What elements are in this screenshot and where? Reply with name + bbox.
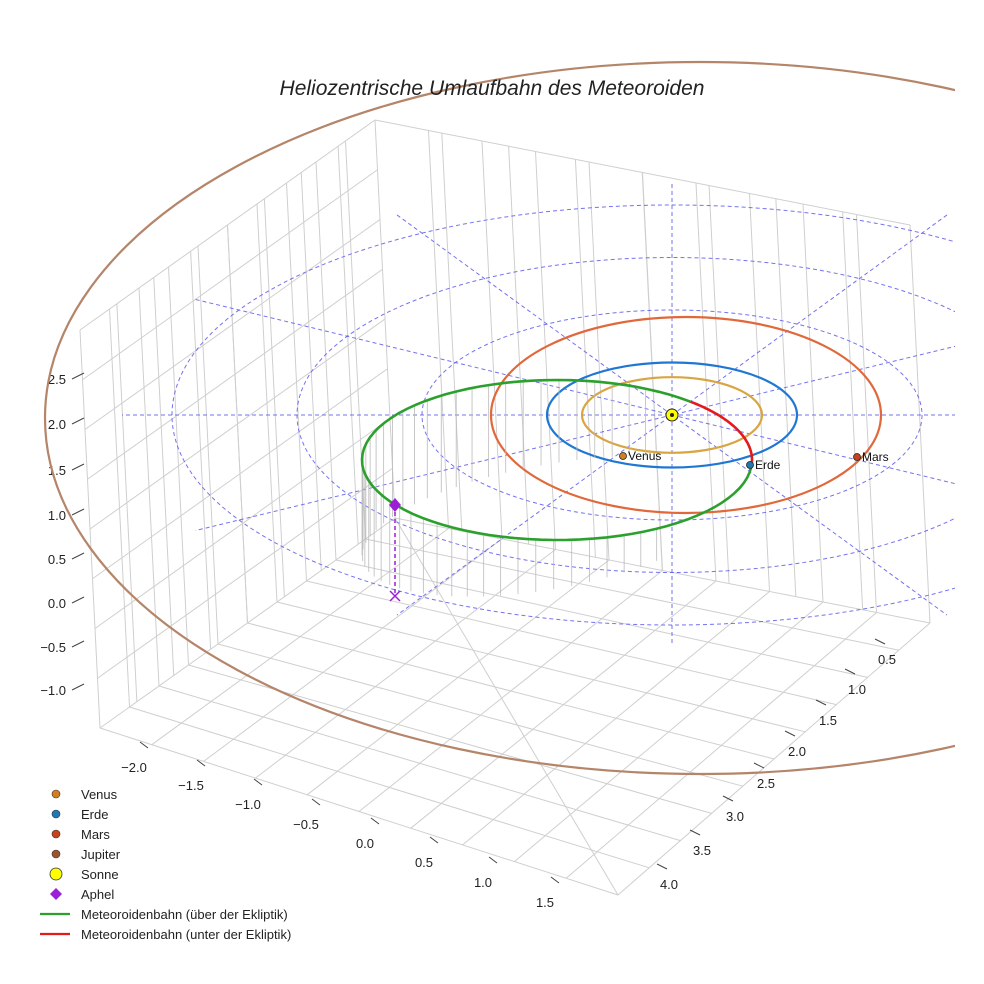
y-tick-label: 2.5: [757, 776, 775, 791]
legend-dot: [51, 809, 61, 819]
planet-label-mars: Mars: [862, 450, 889, 464]
x-tick-mark: [253, 778, 263, 786]
y-tick-label: 3.5: [693, 843, 711, 858]
planet-marker-venus: [619, 452, 627, 460]
x-tick-label: −2.0: [121, 760, 147, 775]
z-tick-mark: [71, 463, 85, 471]
x-tick-label: 0.0: [356, 836, 374, 851]
z-tick-label: 1.0: [48, 508, 66, 523]
legend-label: Aphel: [81, 887, 114, 902]
legend-label: Meteoroidenbahn (über der Ekliptik): [81, 907, 288, 922]
legend-label: Venus: [81, 787, 118, 802]
z-tick-label: 2.5: [48, 372, 66, 387]
planet-label-erde: Erde: [755, 458, 781, 472]
legend-label: Jupiter: [81, 847, 121, 862]
z-tick-label: 2.0: [48, 417, 66, 432]
x-tick-label: −1.5: [178, 778, 204, 793]
y-tick-mark: [689, 829, 701, 836]
legend-item: Venus: [51, 787, 118, 802]
orbit-venus: [580, 376, 764, 454]
x-tick-mark: [550, 876, 560, 884]
legend-dot: [51, 829, 61, 839]
y-tick-mark: [656, 863, 668, 870]
planet-marker-erde: [746, 461, 754, 469]
axes-grid: [79, 119, 931, 896]
planet-marker-mars: [853, 453, 861, 461]
legend-item: Jupiter: [51, 847, 121, 862]
legend-item: Erde: [51, 807, 108, 822]
chart-title: Heliozentrische Umlaufbahn des Meteoroid…: [280, 77, 705, 100]
reference-spoke: [396, 214, 948, 616]
z-tick-mark: [71, 683, 85, 691]
y-tick-mark: [784, 730, 796, 737]
orbit-mars: [489, 315, 883, 515]
axis-ticks: 2.5 2.0 1.5 1.0 0.5 0.0 −0.5 −1.0 −2.0 −1.5 −1.0 −0…: [40, 372, 896, 910]
aphelion-projection: [389, 590, 401, 602]
legend-item: Sonne: [49, 867, 119, 882]
legend-item: Aphel: [50, 887, 114, 902]
y-tick-label: 1.5: [819, 713, 837, 728]
z-tick-label: 0.5: [48, 552, 66, 567]
legend-label: Mars: [81, 827, 110, 842]
x-tick-mark: [488, 856, 498, 864]
legend-item: Mars: [51, 827, 110, 842]
legend-dot: [51, 849, 61, 859]
legend-sun: [49, 867, 63, 881]
legend-item: Meteoroidenbahn (unter der Ekliptik): [40, 927, 291, 942]
x-tick-mark: [429, 836, 439, 844]
z-tick-mark: [71, 640, 85, 648]
legend-dot: [51, 789, 61, 799]
y-tick-label: 4.0: [660, 877, 678, 892]
z-tick-mark: [71, 596, 85, 604]
x-tick-mark: [139, 741, 149, 749]
y-tick-label: 3.0: [726, 809, 744, 824]
z-tick-mark: [71, 417, 85, 425]
y-tick-mark: [874, 638, 886, 645]
z-tick-label: −1.0: [40, 683, 66, 698]
y-tick-mark: [753, 762, 765, 769]
orbit-erde: [545, 361, 799, 469]
y-tick-label: 1.0: [848, 682, 866, 697]
y-tick-label: 2.0: [788, 744, 806, 759]
z-tick-mark: [71, 552, 85, 560]
planet-label-venus: Venus: [628, 449, 661, 463]
legend-item: Meteoroidenbahn (über der Ekliptik): [40, 907, 288, 922]
x-tick-label: −1.0: [235, 797, 261, 812]
legend-label: Meteoroidenbahn (unter der Ekliptik): [81, 927, 291, 942]
y-tick-label: 0.5: [878, 652, 896, 667]
aphelion-marker: [389, 498, 401, 512]
x-tick-mark: [370, 817, 380, 825]
meteoroid-orbit-below: [690, 400, 754, 462]
legend-diamond: [50, 888, 62, 900]
y-tick-mark: [815, 699, 827, 706]
z-tick-label: 0.0: [48, 596, 66, 611]
x-tick-label: 1.0: [474, 875, 492, 890]
meteoroid-orbit-above: [360, 378, 754, 542]
x-tick-mark: [196, 759, 206, 767]
orbits: [44, 61, 955, 775]
z-tick-mark: [71, 508, 85, 516]
y-tick-mark: [722, 795, 734, 802]
z-tick-mark: [71, 372, 85, 380]
sun-center: [670, 413, 674, 417]
x-tick-label: 1.5: [536, 895, 554, 910]
x-tick-mark: [311, 798, 321, 806]
reference-grid: [122, 184, 955, 646]
x-tick-label: 0.5: [415, 855, 433, 870]
orbit-jupiter: [44, 61, 955, 775]
reference-spoke: [396, 214, 948, 616]
legend-label: Sonne: [81, 867, 119, 882]
z-tick-label: −0.5: [40, 640, 66, 655]
y-tick-mark: [844, 668, 856, 675]
legend: Venus Erde Mars Jupiter Sonne Aphel Meteoroide…: [40, 787, 291, 942]
markers: Venus Erde Mars: [389, 408, 889, 602]
x-tick-label: −0.5: [293, 817, 319, 832]
legend-label: Erde: [81, 807, 108, 822]
